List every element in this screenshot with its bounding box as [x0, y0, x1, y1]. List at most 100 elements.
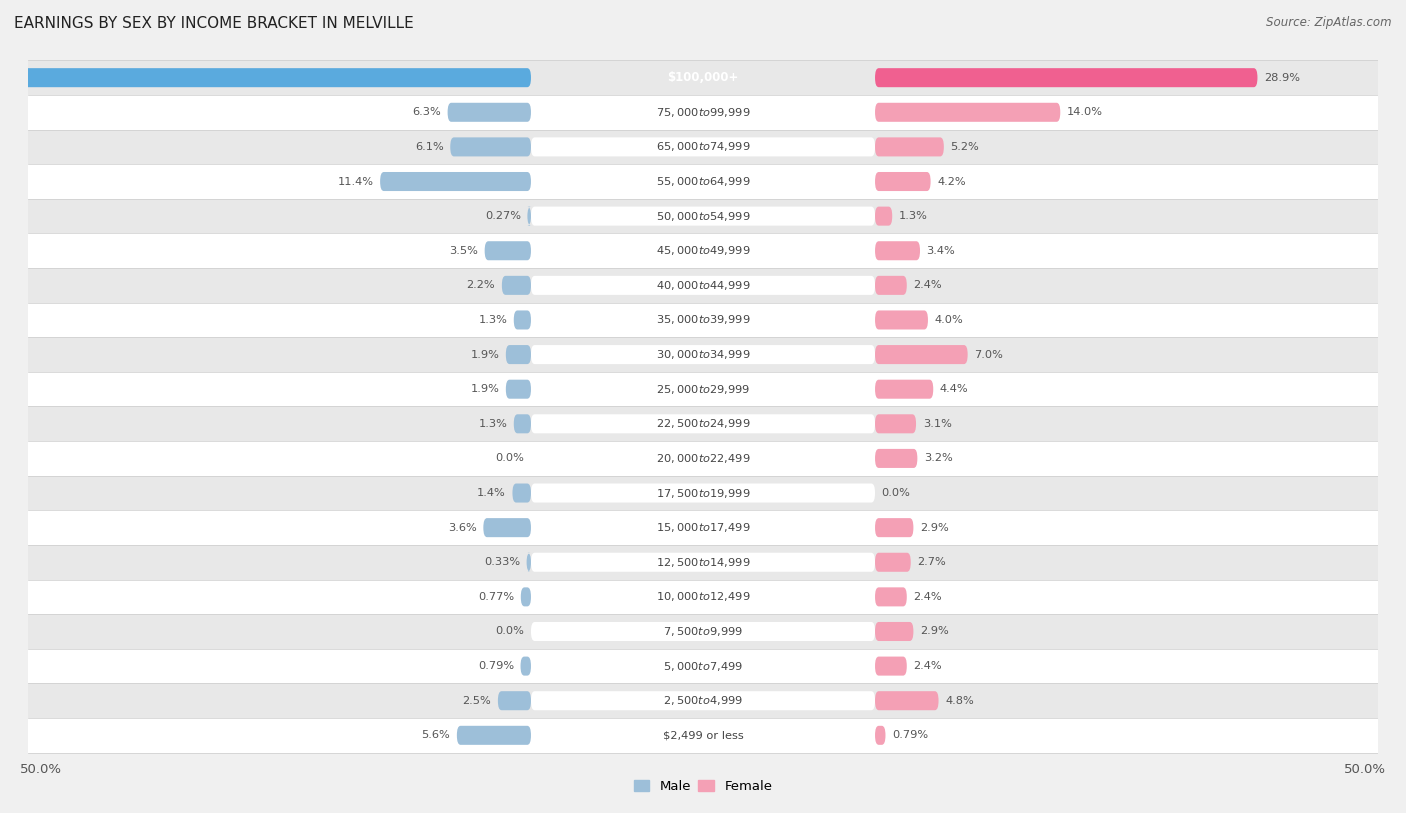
FancyBboxPatch shape: [527, 207, 531, 226]
FancyBboxPatch shape: [531, 726, 875, 745]
Text: 5.6%: 5.6%: [422, 730, 450, 741]
FancyBboxPatch shape: [520, 587, 531, 606]
FancyBboxPatch shape: [875, 622, 914, 641]
Text: 2.9%: 2.9%: [920, 523, 949, 533]
Text: 2.4%: 2.4%: [914, 661, 942, 671]
Text: $55,000 to $64,999: $55,000 to $64,999: [655, 175, 751, 188]
Text: 1.3%: 1.3%: [898, 211, 928, 221]
Text: 1.3%: 1.3%: [478, 315, 508, 325]
FancyBboxPatch shape: [498, 691, 531, 711]
Text: $5,000 to $7,499: $5,000 to $7,499: [664, 659, 742, 672]
FancyBboxPatch shape: [875, 276, 907, 295]
Text: 3.2%: 3.2%: [924, 454, 953, 463]
Text: $20,000 to $22,499: $20,000 to $22,499: [655, 452, 751, 465]
Text: 0.77%: 0.77%: [478, 592, 515, 602]
Text: 6.1%: 6.1%: [415, 142, 444, 152]
FancyBboxPatch shape: [875, 553, 911, 572]
Text: 0.0%: 0.0%: [495, 454, 524, 463]
FancyBboxPatch shape: [531, 137, 875, 156]
FancyBboxPatch shape: [531, 691, 875, 711]
FancyBboxPatch shape: [531, 207, 875, 226]
FancyBboxPatch shape: [531, 657, 875, 676]
Text: 3.5%: 3.5%: [449, 246, 478, 256]
Text: $17,500 to $19,999: $17,500 to $19,999: [655, 486, 751, 499]
Bar: [15, 302, 1391, 337]
Text: $45,000 to $49,999: $45,000 to $49,999: [655, 244, 751, 257]
FancyBboxPatch shape: [531, 587, 875, 606]
FancyBboxPatch shape: [531, 345, 875, 364]
Bar: [15, 337, 1391, 372]
FancyBboxPatch shape: [875, 415, 917, 433]
FancyBboxPatch shape: [875, 726, 886, 745]
FancyBboxPatch shape: [531, 311, 875, 329]
Text: $10,000 to $12,499: $10,000 to $12,499: [655, 590, 751, 603]
Text: $2,499 or less: $2,499 or less: [662, 730, 744, 741]
Text: 1.4%: 1.4%: [477, 488, 506, 498]
FancyBboxPatch shape: [484, 518, 531, 537]
Bar: [15, 511, 1391, 545]
Text: 2.2%: 2.2%: [467, 280, 495, 290]
Text: $25,000 to $29,999: $25,000 to $29,999: [655, 383, 751, 396]
FancyBboxPatch shape: [875, 207, 893, 226]
Text: $22,500 to $24,999: $22,500 to $24,999: [655, 417, 751, 430]
Bar: [15, 164, 1391, 199]
FancyBboxPatch shape: [520, 657, 531, 676]
Text: 0.79%: 0.79%: [891, 730, 928, 741]
Bar: [15, 199, 1391, 233]
FancyBboxPatch shape: [513, 415, 531, 433]
Text: 4.0%: 4.0%: [935, 315, 963, 325]
FancyBboxPatch shape: [513, 311, 531, 329]
FancyBboxPatch shape: [875, 518, 914, 537]
Text: 0.79%: 0.79%: [478, 661, 515, 671]
FancyBboxPatch shape: [531, 518, 875, 537]
FancyBboxPatch shape: [531, 276, 875, 295]
FancyBboxPatch shape: [875, 587, 907, 606]
Text: 2.9%: 2.9%: [920, 627, 949, 637]
FancyBboxPatch shape: [531, 449, 875, 468]
FancyBboxPatch shape: [380, 172, 531, 191]
Bar: [15, 476, 1391, 511]
FancyBboxPatch shape: [531, 172, 875, 191]
Bar: [15, 95, 1391, 129]
Text: 1.3%: 1.3%: [478, 419, 508, 428]
FancyBboxPatch shape: [506, 345, 531, 364]
Text: 5.2%: 5.2%: [950, 142, 979, 152]
Text: 4.8%: 4.8%: [945, 696, 974, 706]
Text: $12,500 to $14,999: $12,500 to $14,999: [655, 556, 751, 569]
Bar: [15, 268, 1391, 302]
FancyBboxPatch shape: [531, 102, 875, 122]
FancyBboxPatch shape: [485, 241, 531, 260]
Bar: [15, 718, 1391, 753]
Text: 3.1%: 3.1%: [922, 419, 952, 428]
Text: 3.4%: 3.4%: [927, 246, 956, 256]
Legend: Male, Female: Male, Female: [628, 775, 778, 798]
Text: 28.9%: 28.9%: [1264, 72, 1301, 83]
Bar: [15, 60, 1391, 95]
FancyBboxPatch shape: [527, 553, 531, 572]
Text: 2.7%: 2.7%: [917, 557, 946, 567]
FancyBboxPatch shape: [457, 726, 531, 745]
FancyBboxPatch shape: [531, 415, 875, 433]
Bar: [15, 233, 1391, 268]
Text: Source: ZipAtlas.com: Source: ZipAtlas.com: [1267, 16, 1392, 29]
FancyBboxPatch shape: [502, 276, 531, 295]
Text: 6.3%: 6.3%: [412, 107, 441, 117]
FancyBboxPatch shape: [875, 657, 907, 676]
Text: $35,000 to $39,999: $35,000 to $39,999: [655, 314, 751, 327]
Text: 0.0%: 0.0%: [882, 488, 911, 498]
Text: 3.6%: 3.6%: [449, 523, 477, 533]
FancyBboxPatch shape: [531, 484, 875, 502]
Text: $50,000 to $54,999: $50,000 to $54,999: [655, 210, 751, 223]
Bar: [15, 406, 1391, 441]
Text: 11.4%: 11.4%: [337, 176, 374, 186]
FancyBboxPatch shape: [875, 691, 939, 711]
Text: $100,000+: $100,000+: [668, 72, 738, 85]
Text: 1.9%: 1.9%: [471, 385, 499, 394]
Text: 0.0%: 0.0%: [495, 627, 524, 637]
FancyBboxPatch shape: [875, 241, 920, 260]
FancyBboxPatch shape: [531, 622, 875, 641]
Text: $7,500 to $9,999: $7,500 to $9,999: [664, 625, 742, 638]
FancyBboxPatch shape: [875, 380, 934, 398]
FancyBboxPatch shape: [531, 553, 875, 572]
FancyBboxPatch shape: [512, 484, 531, 502]
